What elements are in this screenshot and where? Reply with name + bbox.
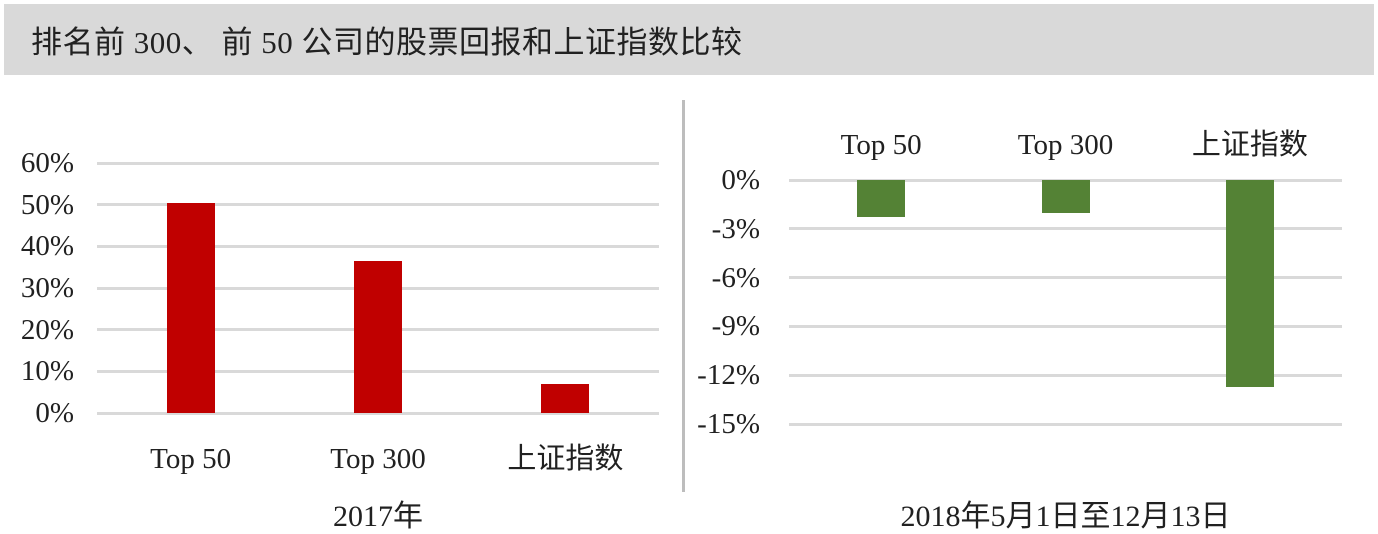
figure-title: 排名前 300、 前 50 公司的股票回报和上证指数比较 <box>31 25 743 60</box>
y-tick-label--15: -15% <box>697 408 760 440</box>
gridline-20 <box>97 328 659 332</box>
gridline--15 <box>789 422 1342 426</box>
gridline-10 <box>97 369 659 373</box>
gridline--3 <box>789 227 1342 231</box>
y-tick-label--9: -9% <box>711 310 760 343</box>
bar-3-sse-index <box>541 384 590 413</box>
bar-1-top-50 <box>166 203 215 413</box>
category-label-1: Top 50 <box>150 443 232 475</box>
gridline-40 <box>97 244 659 248</box>
y-tick-label--6: -6% <box>711 261 760 294</box>
category-label-3: 上证指数 <box>1191 129 1308 161</box>
gridline--6 <box>789 276 1342 280</box>
category-label-2: Top 300 <box>1017 129 1114 161</box>
panel-divider <box>682 100 685 492</box>
gridline-60 <box>97 161 659 165</box>
category-label-1: Top 50 <box>840 129 922 161</box>
y-tick-label-50: 50% <box>20 188 74 221</box>
bar-3-sse-index <box>1225 180 1274 387</box>
figure-title-banner: 排名前 300、 前 50 公司的股票回报和上证指数比较 <box>4 4 1374 75</box>
gridline-30 <box>97 286 659 290</box>
y-tick-label-0: 0% <box>35 397 74 429</box>
y-tick-label-0: 0% <box>721 164 760 196</box>
y-tick-label--12: -12% <box>697 359 760 392</box>
axis-title-2018: 2018年5月1日至12月13日 <box>900 500 1231 533</box>
y-tick-label-20: 20% <box>20 313 74 346</box>
y-tick-label-40: 40% <box>20 230 74 263</box>
axis-title-2017: 2017年 <box>333 500 423 533</box>
gridline-0 <box>97 411 659 415</box>
y-tick-label-30: 30% <box>20 272 74 304</box>
category-label-2: Top 300 <box>330 443 426 475</box>
gridline--12 <box>789 373 1342 377</box>
bar-2-top-300 <box>354 260 402 413</box>
gridline-50 <box>97 203 659 207</box>
gridline-0 <box>789 178 1342 182</box>
bar-1-top-50 <box>857 180 906 218</box>
bar-2-top-300 <box>1041 180 1090 213</box>
y-tick-label-10: 10% <box>20 355 74 388</box>
gridline--9 <box>789 324 1342 328</box>
category-label-3: 上证指数 <box>507 443 624 475</box>
y-tick-label--3: -3% <box>711 212 760 245</box>
y-tick-label-60: 60% <box>20 147 74 179</box>
